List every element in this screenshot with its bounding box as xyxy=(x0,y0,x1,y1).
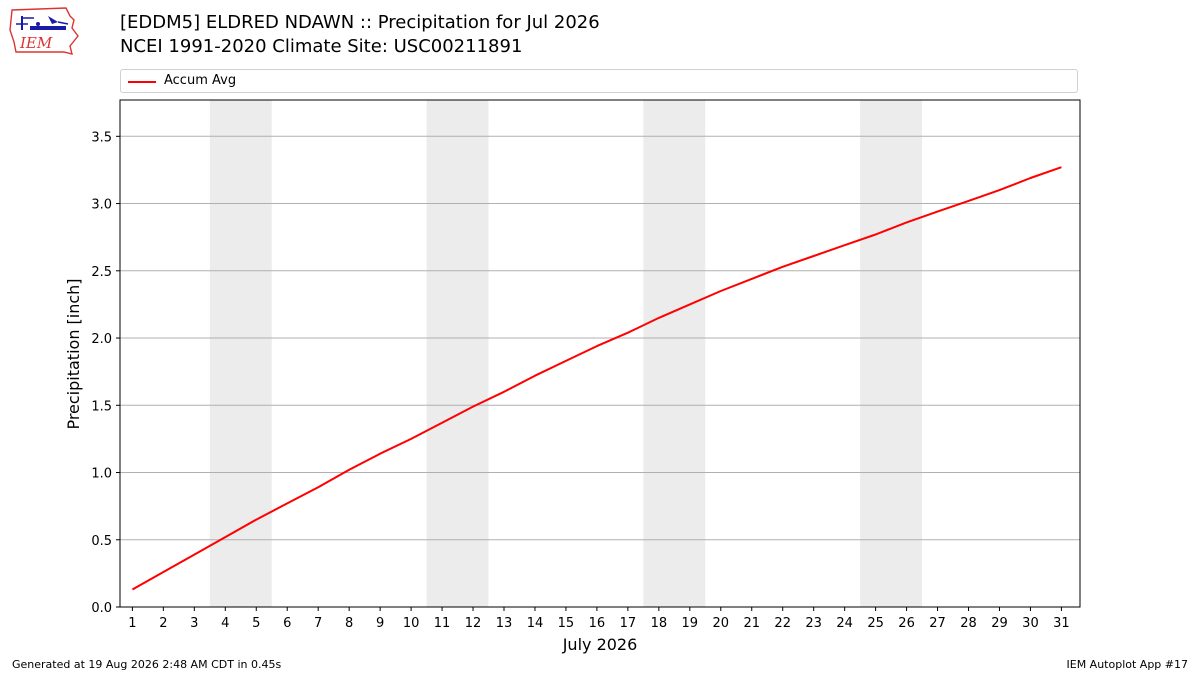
chart-subtitle: NCEI 1991-2020 Climate Site: USC00211891 xyxy=(120,36,523,57)
x-tick-label: 7 xyxy=(314,616,322,631)
x-tick-label: 29 xyxy=(991,616,1008,631)
x-tick-label: 13 xyxy=(496,616,513,631)
x-tick-label: 8 xyxy=(345,616,353,631)
x-tick-label: 18 xyxy=(651,616,668,631)
y-axis-label: Precipitation [inch] xyxy=(64,278,83,429)
y-tick-label: 3.5 xyxy=(91,130,112,145)
weekend-band xyxy=(860,100,923,607)
x-tick-label: 26 xyxy=(898,616,915,631)
x-tick-label: 9 xyxy=(376,616,384,631)
x-tick-label: 17 xyxy=(620,616,637,631)
weekend-band xyxy=(643,100,706,607)
x-axis-label: July 2026 xyxy=(562,635,638,654)
x-tick-label: 6 xyxy=(283,616,291,631)
legend-label: Accum Avg xyxy=(164,73,237,88)
x-tick-label: 28 xyxy=(960,616,977,631)
x-tick-label: 30 xyxy=(1022,616,1039,631)
x-tick-label: 21 xyxy=(743,616,760,631)
weekend-band xyxy=(426,100,489,607)
weekend-band xyxy=(209,100,272,607)
y-tick-label: 1.5 xyxy=(91,399,112,414)
logo-text: IEM xyxy=(19,34,53,52)
x-tick-label: 23 xyxy=(805,616,822,631)
x-tick-label: 14 xyxy=(527,616,544,631)
x-tick-label: 2 xyxy=(159,616,167,631)
x-tick-label: 10 xyxy=(403,616,420,631)
x-tick-label: 20 xyxy=(713,616,730,631)
x-tick-label: 19 xyxy=(682,616,699,631)
x-tick-label: 3 xyxy=(190,616,198,631)
x-tick-label: 31 xyxy=(1053,616,1070,631)
chart-title: [EDDM5] ELDRED NDAWN :: Precipitation fo… xyxy=(120,12,600,33)
x-tick-label: 12 xyxy=(465,616,482,631)
generated-timestamp: Generated at 19 Aug 2026 2:48 AM CDT in … xyxy=(12,658,282,671)
app-credit: IEM Autoplot App #17 xyxy=(1066,658,1189,671)
x-tick-label: 4 xyxy=(221,616,229,631)
x-tick-label: 16 xyxy=(589,616,606,631)
legend-line-swatch xyxy=(128,81,156,83)
x-tick-label: 24 xyxy=(836,616,853,631)
y-tick-label: 0.0 xyxy=(91,601,112,616)
y-tick-label: 2.5 xyxy=(91,265,112,280)
y-tick-label: 0.5 xyxy=(91,534,112,549)
x-tick-label: 25 xyxy=(867,616,884,631)
plot-frame xyxy=(119,99,1081,608)
y-tick-label: 2.0 xyxy=(91,332,112,347)
iem-logo: IEM xyxy=(8,6,80,58)
x-tick-label: 22 xyxy=(774,616,791,631)
x-tick-label: 1 xyxy=(128,616,136,631)
y-tick-label: 1.0 xyxy=(91,467,112,482)
x-tick-label: 15 xyxy=(558,616,575,631)
y-tick-label: 3.0 xyxy=(91,198,112,213)
x-tick-label: 27 xyxy=(929,616,946,631)
x-tick-label: 11 xyxy=(434,616,451,631)
legend: Accum Avg xyxy=(120,69,1078,93)
series-line-accum-avg xyxy=(131,166,1062,591)
x-tick-label: 5 xyxy=(252,616,260,631)
